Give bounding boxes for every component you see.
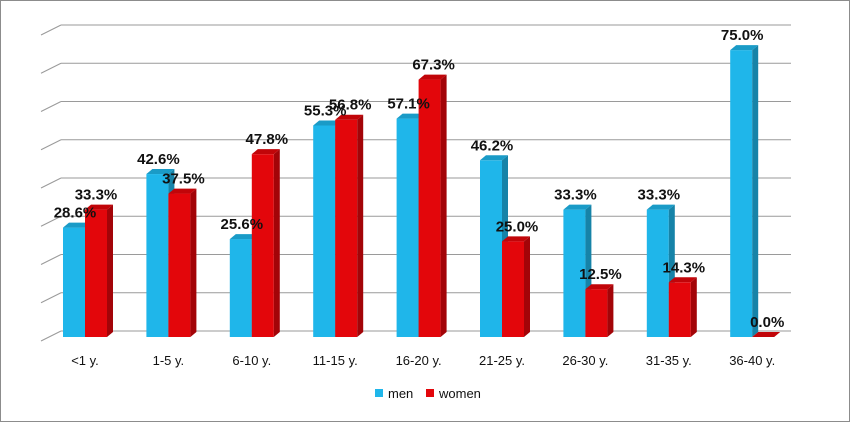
data-label-women: 47.8%: [246, 131, 289, 148]
category-label: 16-20 y.: [396, 353, 442, 368]
gridline-slant: [40, 330, 62, 342]
gridline-slant: [40, 101, 62, 112]
data-label-men: 75.0%: [721, 27, 764, 44]
bar-women: [335, 114, 364, 338]
legend-label: men: [388, 386, 413, 401]
data-label-women: 67.3%: [412, 57, 455, 74]
gridline-slant: [40, 24, 62, 36]
category-label: 26-30 y.: [562, 353, 608, 368]
gridline-slant: [40, 62, 62, 74]
gridline-slant: [40, 292, 62, 304]
bar-women: [752, 332, 781, 337]
data-label-men: 55.3%: [304, 102, 347, 119]
data-label-men: 42.6%: [137, 151, 180, 168]
data-label-men: 33.3%: [638, 187, 681, 204]
bars: [63, 45, 781, 338]
data-label-women: 0.0%: [750, 314, 784, 331]
category-label: 21-25 y.: [479, 353, 525, 368]
category-label: <1 y.: [71, 353, 99, 368]
category-label: 36-40 y.: [729, 353, 775, 368]
data-label-women: 14.3%: [663, 259, 706, 276]
data-label-women: 33.3%: [75, 187, 118, 204]
data-label-women: 25.0%: [496, 218, 539, 235]
category-label: 1-5 y.: [153, 353, 185, 368]
bar-women: [85, 204, 113, 337]
data-labels: 28.6%33.3%42.6%37.5%25.6%47.8%55.3%56.8%…: [54, 27, 785, 331]
data-label-women: 12.5%: [579, 266, 622, 283]
legend-item-men: men: [375, 386, 413, 401]
data-label-men: 46.2%: [471, 137, 514, 154]
bar-women: [418, 74, 447, 337]
legend-swatch: [426, 389, 434, 397]
category-label: 11-15 y.: [313, 353, 358, 368]
legend: men women: [375, 386, 481, 401]
category-label: 6-10 y.: [232, 353, 271, 368]
bar-men: [730, 45, 759, 337]
data-label-women: 37.5%: [162, 171, 205, 188]
data-label-men: 25.6%: [221, 216, 264, 233]
bar-women: [251, 149, 280, 337]
data-label-men: 57.1%: [387, 96, 430, 113]
data-label-women: 56.8%: [329, 97, 372, 114]
bar-women: [502, 236, 530, 337]
gridline-slant: [40, 177, 62, 189]
bar-women: [168, 188, 197, 337]
legend-label: women: [438, 386, 481, 401]
data-label-men: 28.6%: [54, 205, 97, 222]
gridline-slant: [40, 254, 62, 265]
bar-women: [585, 284, 614, 337]
data-label-men: 33.3%: [554, 187, 597, 204]
gridline-slant: [40, 139, 62, 151]
legend-swatch: [375, 389, 383, 397]
category-label: 31-35 y.: [646, 353, 692, 368]
gridline-slant: [40, 215, 62, 227]
legend-item-women: women: [426, 386, 481, 401]
bar-women: [668, 277, 697, 337]
category-labels: <1 y. 1-5 y. 6-10 y. 11-15 y. 16-20 y. 21-25 …: [71, 353, 775, 368]
